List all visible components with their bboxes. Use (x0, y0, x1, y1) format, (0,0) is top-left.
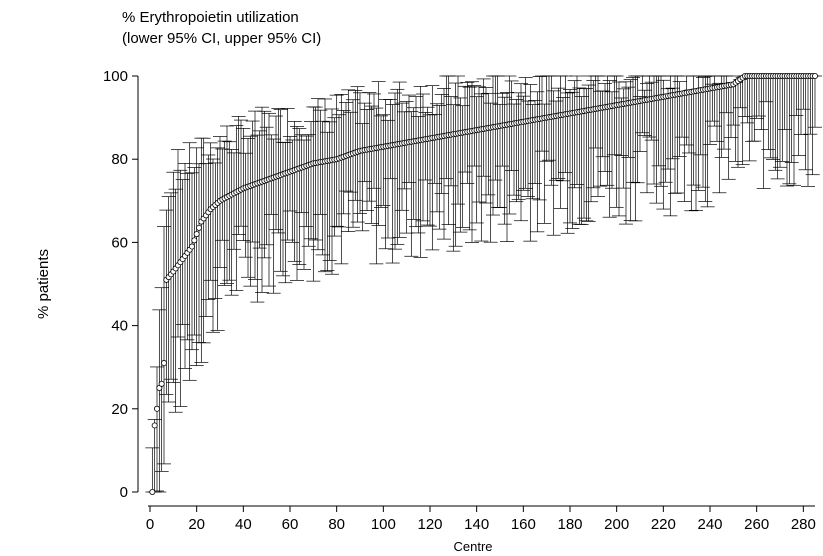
x-tick-label: 60 (282, 516, 299, 533)
x-tick-label: 260 (744, 516, 769, 533)
data-point (149, 488, 156, 495)
x-tick-label: 20 (188, 516, 205, 533)
x-tick-label: 80 (328, 516, 345, 533)
data-point (195, 224, 202, 231)
y-tick-label: 40 (111, 318, 128, 335)
x-tick-label: 240 (697, 516, 722, 533)
x-tick-label: 120 (417, 516, 442, 533)
x-tick-label: 200 (604, 516, 629, 533)
error-bars (145, 75, 822, 493)
data-point (188, 243, 195, 250)
x-tick-label: 180 (557, 516, 582, 533)
y-tick-label: 80 (111, 151, 128, 168)
data-point (160, 360, 167, 367)
data-points (149, 73, 819, 495)
data-point (151, 422, 158, 429)
x-axis-label: Centre (453, 539, 492, 551)
data-point (812, 73, 819, 80)
x-tick-label: 220 (651, 516, 676, 533)
axes: 0 20 40 60 80 100 0 20 40 60 80 100 120 140 160 180 200 2… (103, 68, 816, 533)
chart-title: % Erythropoietin utilization (122, 9, 299, 26)
x-tick-label: 100 (371, 516, 396, 533)
y-tick-label: 20 (111, 401, 128, 418)
y-tick-label: 0 (120, 484, 128, 501)
x-tick-label: 160 (511, 516, 536, 533)
data-point (158, 380, 165, 387)
data-point (193, 231, 200, 238)
data-point (153, 405, 160, 412)
y-axis-label: % patients (35, 249, 52, 319)
chart-subtitle: (lower 95% CI, upper 95% CI) (122, 30, 321, 47)
data-point (191, 237, 198, 244)
x-tick-label: 0 (146, 516, 154, 533)
y-tick-label: 60 (111, 234, 128, 251)
x-tick-label: 280 (791, 516, 816, 533)
y-tick-label: 100 (103, 68, 128, 85)
x-tick-label: 140 (464, 516, 489, 533)
x-tick-label: 40 (235, 516, 252, 533)
